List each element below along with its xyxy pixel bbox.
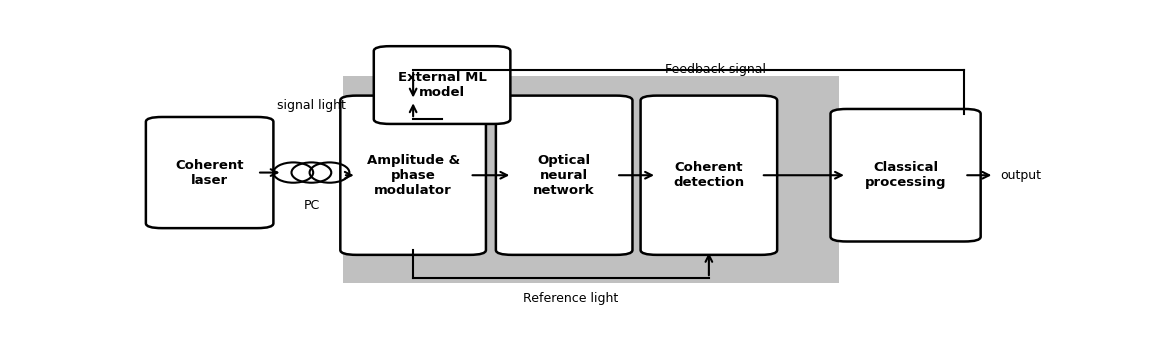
Text: PC: PC — [303, 200, 320, 212]
Text: External ML
model: External ML model — [398, 71, 487, 99]
Text: Classical
processing: Classical processing — [865, 161, 946, 189]
Text: Reference light: Reference light — [523, 291, 619, 305]
FancyBboxPatch shape — [831, 109, 980, 242]
FancyBboxPatch shape — [146, 117, 273, 228]
FancyBboxPatch shape — [373, 46, 510, 124]
Text: signal light: signal light — [277, 99, 345, 112]
Text: Coherent
detection: Coherent detection — [673, 161, 745, 189]
Text: Amplitude &
phase
modulator: Amplitude & phase modulator — [366, 154, 460, 197]
FancyBboxPatch shape — [496, 96, 633, 255]
FancyBboxPatch shape — [641, 96, 777, 255]
Text: Feedback signal: Feedback signal — [665, 63, 767, 76]
Text: output: output — [1000, 169, 1042, 182]
Text: Coherent
laser: Coherent laser — [175, 159, 244, 187]
FancyBboxPatch shape — [343, 76, 839, 283]
Text: Optical
neural
network: Optical neural network — [533, 154, 595, 197]
FancyBboxPatch shape — [341, 96, 485, 255]
